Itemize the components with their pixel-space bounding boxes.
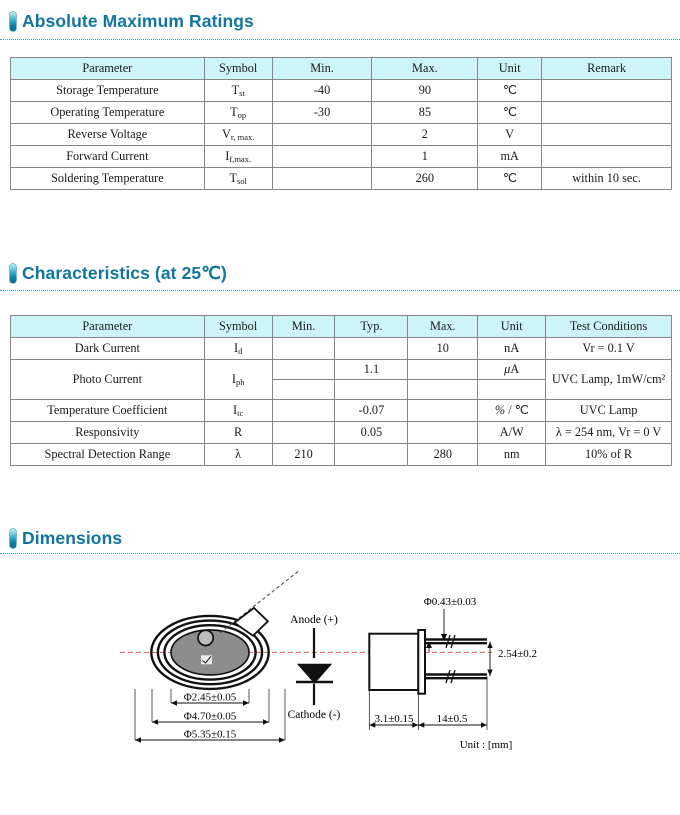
svg-text:Unit : [mm]: Unit : [mm] xyxy=(460,739,513,751)
svg-text:Φ5.35±0.15: Φ5.35±0.15 xyxy=(184,729,237,741)
svg-text:2.54±0.2: 2.54±0.2 xyxy=(498,648,537,660)
svg-text:Φ2.45±0.05: Φ2.45±0.05 xyxy=(184,692,237,704)
svg-text:Anode (+): Anode (+) xyxy=(290,614,338,626)
svg-text:14±0.5: 14±0.5 xyxy=(437,713,468,725)
svg-text:Φ0.43±0.03: Φ0.43±0.03 xyxy=(424,596,477,608)
svg-text:Φ4.70±0.05: Φ4.70±0.05 xyxy=(184,711,237,723)
svg-text:Cathode (-): Cathode (-) xyxy=(288,709,341,721)
svg-text:3.1±0.15: 3.1±0.15 xyxy=(374,713,414,725)
